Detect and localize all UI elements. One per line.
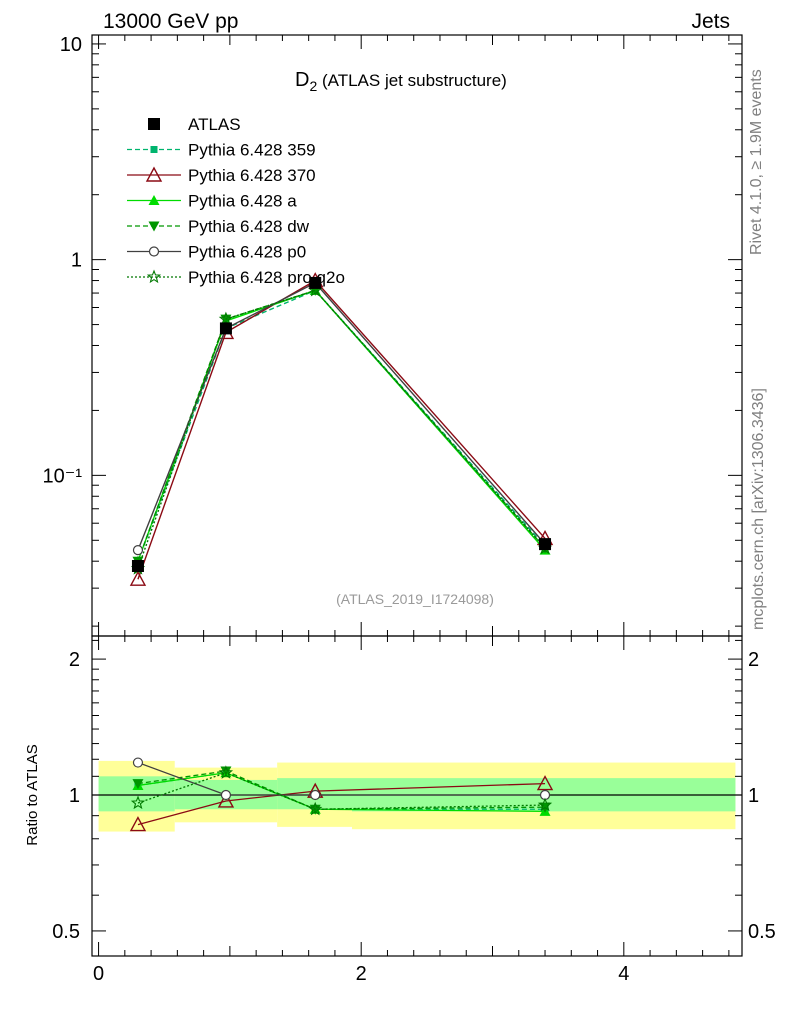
series-pythia-6-428-pro-q2o <box>130 282 553 575</box>
ratio-point-pythia-6-428-dw <box>220 766 232 777</box>
y-tick-label: 1 <box>71 250 82 272</box>
legend-marker <box>148 118 160 130</box>
ratio-point-pythia-6-428-pro-q2o <box>130 795 146 810</box>
series-atlas <box>131 276 552 572</box>
ratio-point-pythia-6-428-p0 <box>310 789 321 801</box>
data-point-pythia-6-428-p0 <box>132 545 144 556</box>
ratio-line-pythia-6-428-370 <box>137 782 546 826</box>
legend-label: ATLAS <box>188 115 241 134</box>
main-panel: 10⁻¹ 1 10 D2 (ATLAS jet substructure) (ATLAS… <box>43 34 743 637</box>
header-process-label: Jets <box>691 10 730 33</box>
legend-item-pythia-6-428-a: Pythia 6.428 a <box>127 192 297 211</box>
ratio-y-tick-label-right: 2 <box>748 649 759 671</box>
ratio-y-tick-label-right: 1 <box>748 785 759 807</box>
legend-item-pythia-6-428-pro-q2o: Pythia 6.428 pro q2o <box>127 268 345 287</box>
legend-label: Pythia 6.428 359 <box>188 141 316 160</box>
ratio-series-pythia-6-428-pro-q2o <box>130 765 553 816</box>
legend-item-atlas: ATLAS <box>148 115 241 134</box>
x-tick-label: 4 <box>618 963 629 985</box>
series-line-pythia-6-428-359 <box>137 289 546 562</box>
series-pythia-6-428-dw <box>132 285 551 567</box>
ratio-point-pythia-6-428-370 <box>129 816 147 832</box>
legend-marker <box>146 269 162 284</box>
legend-item-pythia-6-428-dw: Pythia 6.428 dw <box>127 217 310 236</box>
series-line-pythia-6-428-a <box>137 289 546 562</box>
ratio-y-tick-label: 2 <box>69 649 80 671</box>
ratio-line-pythia-6-428-p0 <box>137 761 546 796</box>
ratio-point-pythia-6-428-370 <box>217 792 235 808</box>
series-pythia-6-428-359 <box>134 286 549 565</box>
ratio-y-axis-label: Ratio to ATLAS <box>24 744 41 845</box>
chart-title: D2 (ATLAS jet substructure) <box>295 69 507 94</box>
legend-label: Pythia 6.428 pro q2o <box>188 268 345 287</box>
y-tick-label: 10 <box>60 34 82 56</box>
series-line-pythia-6-428-dw <box>137 289 546 562</box>
data-point-atlas <box>539 538 552 551</box>
series-pythia-6-428-a <box>132 284 551 566</box>
header-collision-label: 13000 GeV pp <box>103 10 238 33</box>
ratio-point-pythia-6-428-p0 <box>220 789 232 801</box>
ratio-point-pythia-6-428-370 <box>536 775 554 791</box>
y-tick-label: 10⁻¹ <box>43 465 83 487</box>
ratio-y-tick-label-right: 0.5 <box>748 921 776 943</box>
data-point-pythia-6-428-370 <box>129 570 147 586</box>
legend-marker <box>145 166 163 182</box>
ratio-line-pythia-6-428-dw <box>137 770 546 810</box>
legend-marker <box>148 195 160 205</box>
series-line-pythia-6-428-370 <box>137 279 546 580</box>
legend: ATLAS Pythia 6.428 359 Pythia 6.428 370 Pyt… <box>127 115 345 287</box>
mcplots-credit-label: mcplots.cern.ch [arXiv:1306.3436] <box>750 388 767 630</box>
x-tick-label: 0 <box>93 963 104 985</box>
legend-item-pythia-6-428-359: Pythia 6.428 359 <box>127 141 316 160</box>
ratio-point-pythia-6-428-p0 <box>132 757 144 768</box>
data-point-atlas <box>309 276 322 289</box>
series-line-pythia-6-428-pro-q2o <box>137 289 546 569</box>
rivet-version-label: Rivet 4.1.0, ≥ 1.9M events <box>748 69 765 255</box>
legend-marker <box>148 221 160 232</box>
ratio-y-tick-label: 1 <box>69 785 80 807</box>
ratio-point-pythia-6-428-pro-q2o <box>537 797 553 812</box>
ratio-panel: 0.5 0.5 1 1 2 2 0 2 4 Ratio to ATLAS <box>24 635 776 985</box>
legend-item-pythia-6-428-p0: Pythia 6.428 p0 <box>127 243 306 262</box>
legend-label: Pythia 6.428 370 <box>188 166 316 185</box>
x-tick-label: 2 <box>356 963 367 985</box>
legend-label: Pythia 6.428 a <box>188 192 297 211</box>
data-point-atlas <box>131 559 144 572</box>
ratio-y-tick-label: 0.5 <box>52 921 80 943</box>
legend-marker <box>148 246 160 257</box>
series-line-pythia-6-428-p0 <box>137 282 546 551</box>
legend-item-pythia-6-428-370: Pythia 6.428 370 <box>127 166 316 185</box>
ratio-point-pythia-6-428-dw <box>132 779 144 790</box>
ratio-point-pythia-6-428-pro-q2o <box>308 801 323 816</box>
analysis-id-label: (ATLAS_2019_I1724098) <box>336 591 494 607</box>
legend-marker <box>150 146 158 153</box>
data-point-atlas <box>219 322 232 335</box>
ratio-line-pythia-6-428-pro-q2o <box>137 772 546 810</box>
ratio-point-pythia-6-428-pro-q2o <box>218 765 234 779</box>
legend-label: Pythia 6.428 dw <box>188 217 310 236</box>
legend-label: Pythia 6.428 p0 <box>188 243 306 262</box>
data-point-pythia-6-428-pro-q2o <box>218 311 234 326</box>
ratio-frame <box>91 635 743 957</box>
ratio-series-pythia-6-428-p0 <box>132 757 551 801</box>
